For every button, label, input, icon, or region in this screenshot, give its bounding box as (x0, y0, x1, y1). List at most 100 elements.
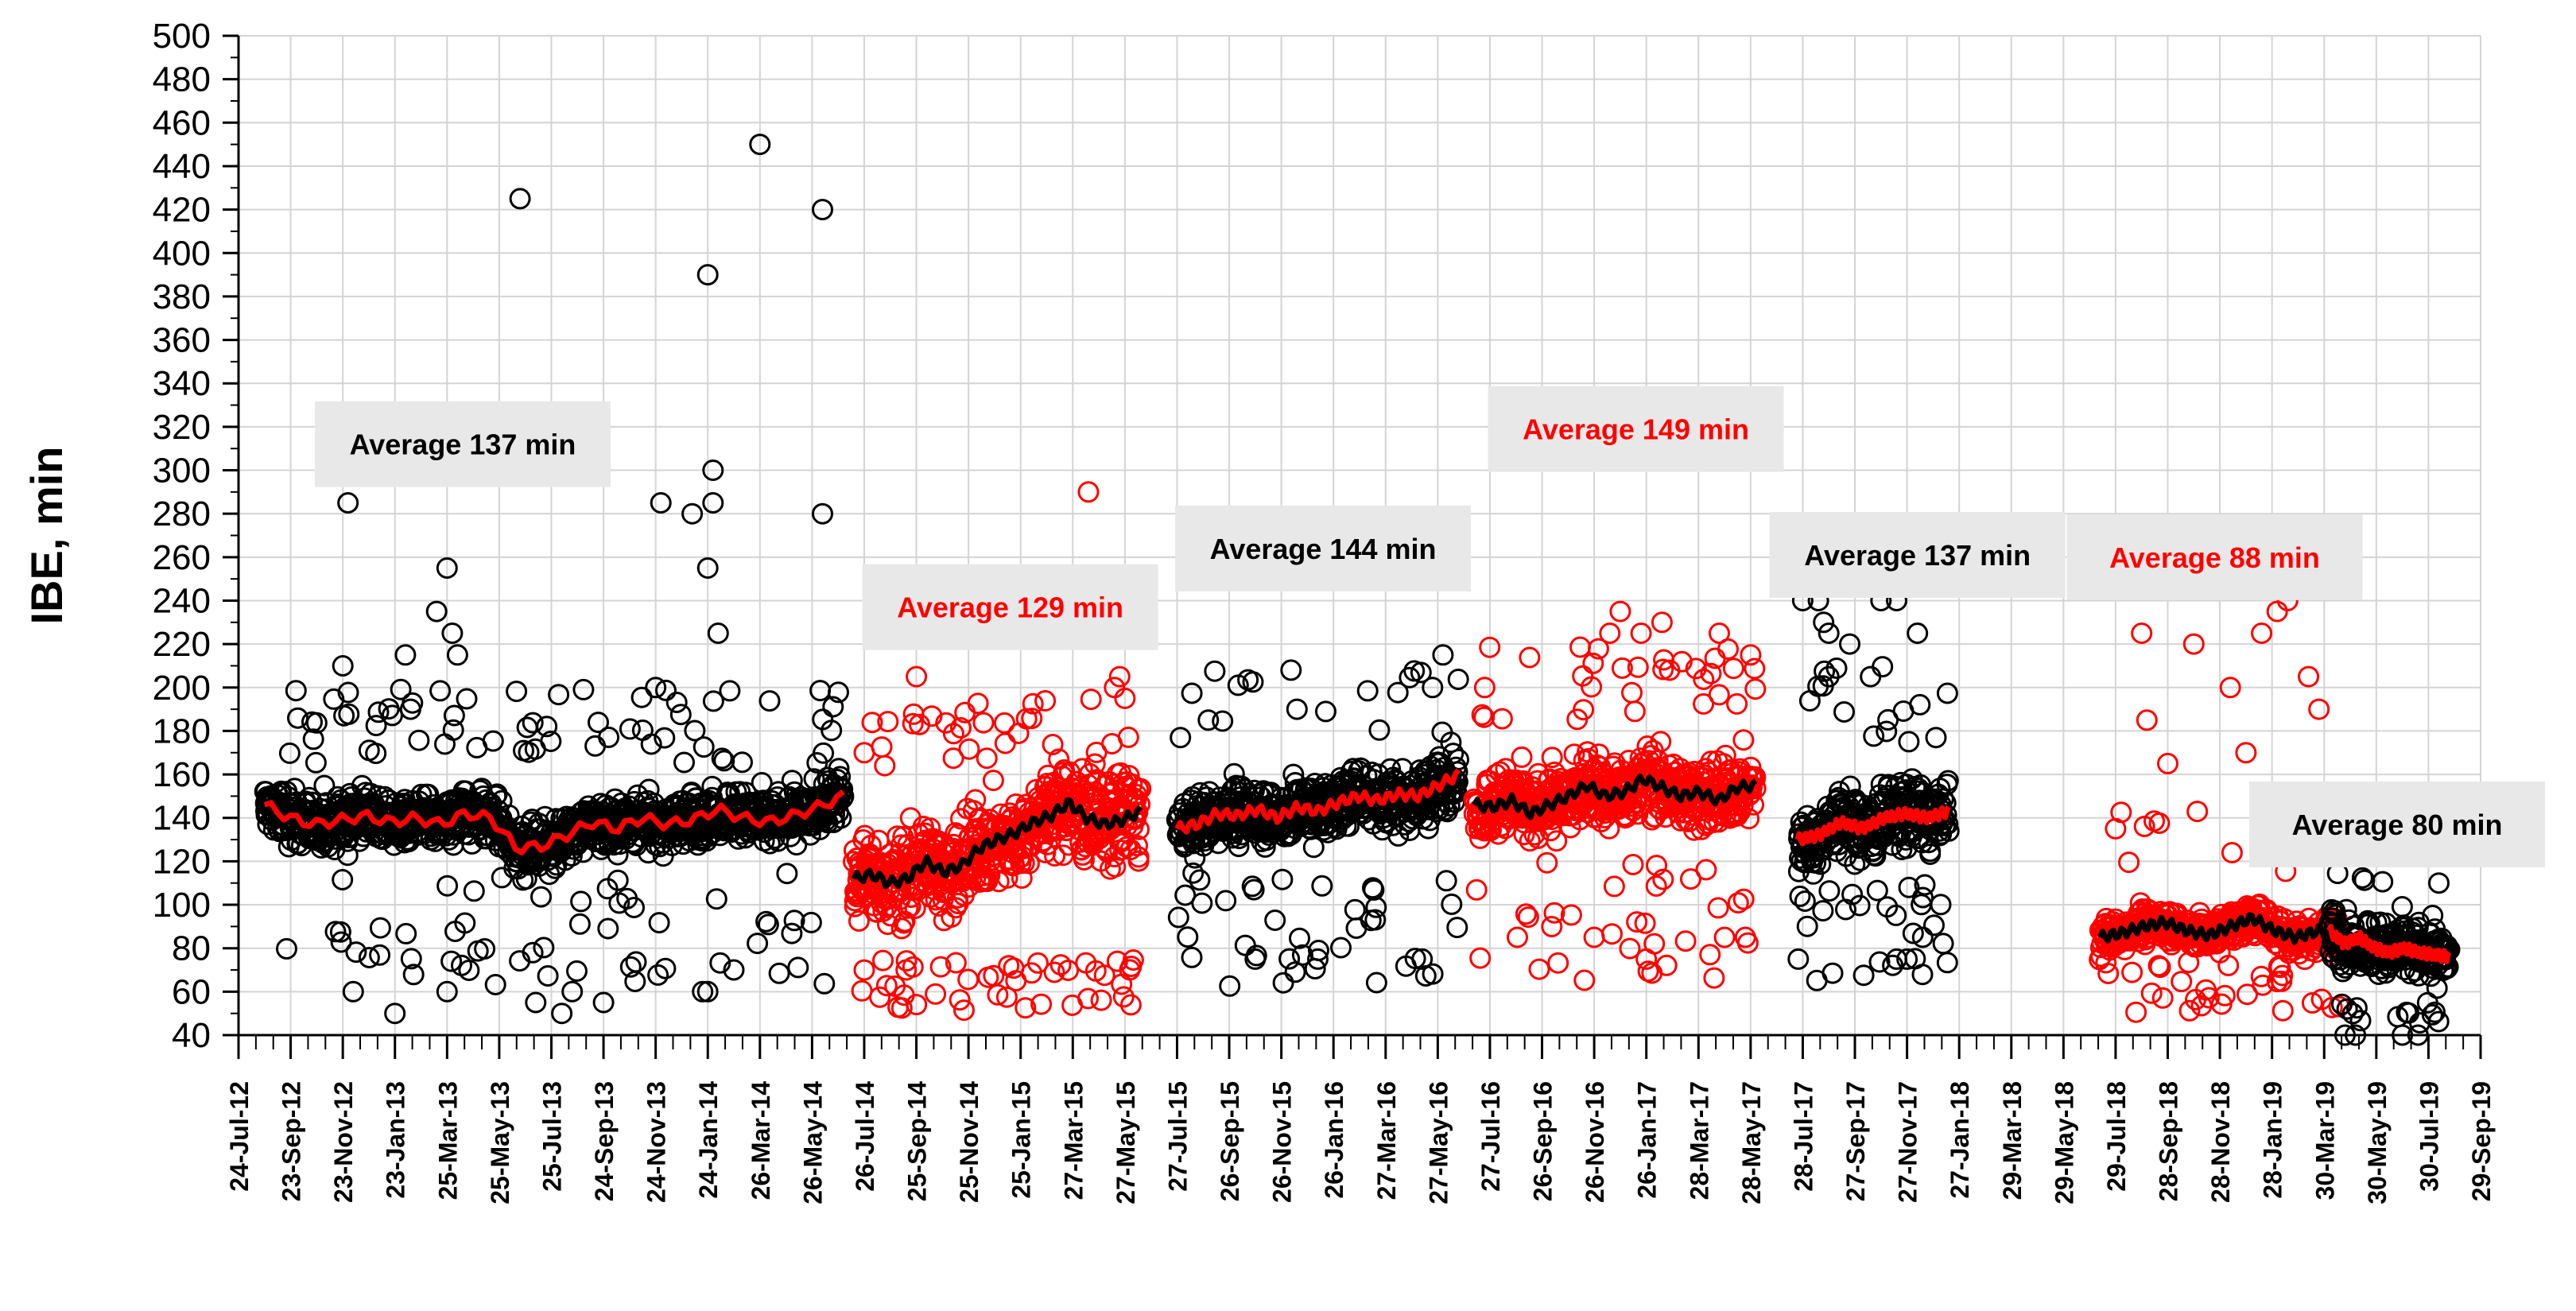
x-tick-label: 27-Jul-16 (1476, 1081, 1505, 1192)
outlier-point (696, 980, 719, 1003)
data-point (323, 688, 345, 710)
data-point (454, 912, 476, 934)
data-point (1898, 731, 1920, 753)
data-point (336, 844, 359, 867)
outlier-point (1896, 948, 1918, 970)
data-point (1690, 818, 1713, 840)
data-point (429, 680, 452, 702)
outlier-point (332, 655, 354, 677)
x-tick-label: 30-Jul-19 (2415, 1081, 2443, 1192)
data-point (1863, 725, 1885, 747)
x-tick-label: 27-Sep-17 (1841, 1081, 1870, 1201)
outlier-point (1911, 926, 1934, 948)
data-point (498, 804, 520, 826)
data-point (1732, 888, 1755, 910)
series-7 (2318, 796, 2461, 1046)
data-point (1469, 947, 1492, 969)
outlier-point (696, 557, 719, 579)
outlier-point (2182, 633, 2205, 655)
outlier-point (1599, 623, 1621, 644)
data-point (1707, 897, 1729, 919)
data-point (588, 712, 609, 734)
data-point (1077, 987, 1099, 1010)
data-point (958, 738, 980, 760)
data-point (1810, 853, 1832, 875)
data-point (1573, 969, 1596, 991)
data-point (1519, 646, 1541, 669)
data-point (1930, 894, 1952, 916)
outlier-point (1077, 481, 1100, 503)
x-tick-label: 27-May-15 (1111, 1081, 1140, 1204)
outlier-point (723, 959, 745, 981)
outlier-point (702, 460, 724, 481)
data-point (1042, 734, 1064, 755)
outlier-point (1114, 687, 1136, 709)
data-point (2351, 867, 2373, 889)
outlier-point (1709, 623, 1730, 644)
data-point (993, 712, 1015, 734)
data-point (442, 719, 464, 741)
data-point (1703, 967, 1725, 989)
data-point (1365, 896, 1387, 918)
data-point (2118, 851, 2140, 874)
x-tick-label: 26-Nov-16 (1581, 1081, 1609, 1203)
y-tick-label: 320 (153, 408, 211, 447)
data-point (967, 692, 989, 715)
data-point (1695, 859, 1717, 881)
outlier-point (337, 492, 359, 514)
data-point (638, 778, 660, 801)
data-point (1655, 954, 1678, 976)
data-point (1866, 879, 1888, 902)
data-point (1852, 964, 1875, 987)
data-point (945, 952, 967, 974)
data-point (598, 726, 620, 748)
data-point (1744, 678, 1767, 700)
data-point (2186, 801, 2209, 823)
data-point (2213, 984, 2236, 1007)
data-point (719, 680, 741, 702)
data-point (1744, 766, 1767, 788)
data-point (1219, 975, 1241, 997)
annotation-text: Average 88 min (2109, 541, 2320, 574)
data-point (1560, 904, 1582, 926)
data-point (536, 716, 558, 738)
series-1 (254, 134, 855, 1025)
data-point (2421, 1003, 2443, 1026)
data-point (533, 937, 555, 959)
data-point (1693, 669, 1715, 690)
outlier-point (1307, 948, 1329, 970)
data-point (400, 948, 422, 970)
data-point (463, 880, 485, 902)
data-point (976, 747, 998, 770)
data-point (1404, 948, 1426, 970)
data-point (1683, 819, 1705, 841)
annotation-text: Average 137 min (350, 429, 576, 461)
annotation-6: Average 88 min (2066, 514, 2363, 600)
data-point (996, 867, 1018, 889)
y-tick-label: 500 (153, 17, 211, 56)
data-point (1170, 727, 1192, 749)
data-point (1308, 940, 1329, 961)
x-tick-label: 28-Sep-18 (2155, 1081, 2183, 1201)
data-point (1603, 875, 1625, 898)
data-point (1936, 682, 1958, 704)
data-point (1528, 958, 1550, 980)
outlier-point (1651, 611, 1673, 634)
x-tick-label: 25-Jan-15 (1007, 1081, 1036, 1199)
data-point (2151, 987, 2174, 1009)
annotation-text: Average 149 min (1523, 413, 1749, 446)
data-point (1446, 761, 1468, 783)
data-point (1885, 904, 1907, 926)
outlier-point (1818, 623, 1840, 644)
x-tick-label: 25-Mar-13 (433, 1081, 462, 1200)
y-tick-label: 180 (153, 712, 211, 751)
x-tick-label: 27-Mar-15 (1059, 1081, 1088, 1200)
data-point (1440, 731, 1462, 754)
series-layer (254, 134, 2461, 1046)
data-point (337, 681, 359, 704)
data-point (619, 956, 642, 978)
data-point (669, 704, 692, 726)
outlier-point (812, 502, 833, 525)
data-point (1447, 669, 1469, 690)
data-point (1181, 682, 1203, 704)
